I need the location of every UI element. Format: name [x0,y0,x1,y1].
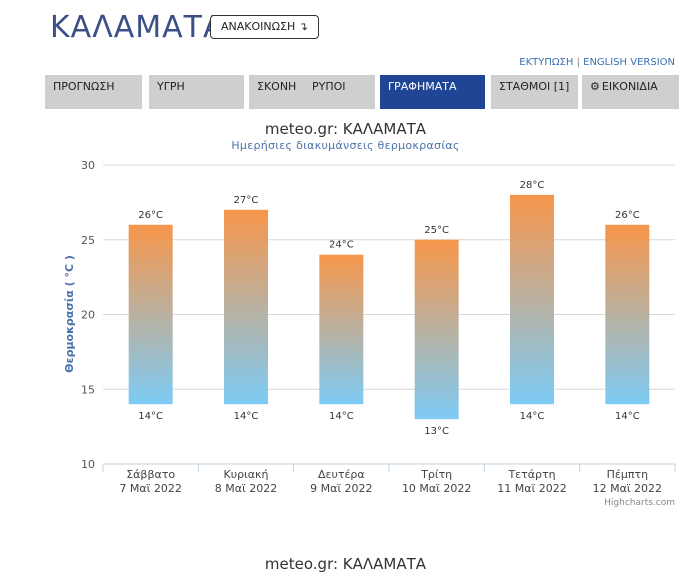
link-separator: | [576,57,580,68]
english-version-link[interactable]: ENGLISH VERSION [583,57,675,68]
tab-stations[interactable]: ΣΤΑΘΜΟΙ [1] [491,75,578,109]
y-tick-label: 30 [81,159,95,172]
y-tick-label: 10 [81,458,95,471]
tab-label: ΠΡΟΓΝΩΣΗ [53,80,115,93]
city-title: ΚΑΛΑΜΑΤΑ [50,10,225,45]
y-axis-label: Θερμοκρασία ( °C ) [63,255,76,373]
high-temp-label: 25°C [424,225,449,236]
tab-label: ΡΥΠΟΙ [312,80,346,93]
temperature-bar [605,224,650,405]
high-temp-label: 24°C [329,240,354,251]
announcement-button[interactable]: ΑΝΑΚΟΙΝΩΣΗ ↴ [210,15,319,39]
gear-icon: ⚙ [590,80,600,93]
y-tick-label: 20 [81,309,95,322]
high-temp-label: 28°C [520,180,545,191]
temperature-bar [128,224,173,405]
low-temp-label: 14°C [520,411,545,422]
x-tick-day-label: Τετάρτη [507,468,555,481]
x-tick-date-label: 11 Μαϊ 2022 [497,482,566,495]
x-tick-day-label: Σάββατο [126,468,175,481]
low-temp-label: 13°C [424,426,449,437]
x-tick-date-label: 12 Μαϊ 2022 [593,482,662,495]
low-temp-label: 14°C [329,411,354,422]
next-chart-title: meteo.gr: ΚΑΛΑΜΑΤΑ [264,555,427,573]
tab-label: ΥΓΡΗ [157,80,185,93]
y-tick-label: 25 [81,234,95,247]
tab-label: ΓΡΑΦΗΜΑΤΑ [388,80,457,93]
print-link[interactable]: ΕΚΤΥΠΩΣΗ [519,57,574,68]
x-tick-day-label: Κυριακή [224,468,269,481]
temperature-bar [414,239,459,420]
x-tick-day-label: Πέμπτη [607,468,648,481]
temperature-bar [224,209,268,405]
chart-subtitle: Ημερήσιες διακυμάνσεις θερμοκρασίας [231,139,460,152]
highcharts-credits[interactable]: Highcharts.com [604,498,675,508]
low-temp-label: 14°C [615,411,640,422]
chart-title: meteo.gr: ΚΑΛΑΜΑΤΑ [264,120,427,138]
tab-label: ΣΤΑΘΜΟΙ [1] [499,80,570,93]
tab-pollutants[interactable]: ΡΥΠΟΙ [304,75,375,109]
y-tick-label: 15 [81,383,95,396]
tab-icons[interactable]: ⚙ ΕΙΚΟΝΙΔΙΑ [582,75,679,109]
tab-label: ΕΙΚΟΝΙΔΙΑ [601,80,658,93]
tab-charts[interactable]: ΓΡΑΦΗΜΑΤΑ [380,75,485,109]
x-tick-day-label: Δευτέρα [318,468,365,481]
tab-humidity[interactable]: ΥΓΡΗ [149,75,244,109]
high-temp-label: 26°C [138,210,163,221]
tab-forecast[interactable]: ΠΡΟΓΝΩΣΗ [45,75,142,109]
x-tick-date-label: 10 Μαϊ 2022 [402,482,471,495]
temperature-bar [319,254,364,405]
top-links: ΕΚΤΥΠΩΣΗ | ENGLISH VERSION [519,57,675,68]
low-temp-label: 14°C [234,411,259,422]
x-tick-day-label: Τρίτη [420,468,452,481]
x-tick-date-label: 9 Μαϊ 2022 [310,482,372,495]
low-temp-label: 14°C [138,411,163,422]
x-tick-date-label: 7 Μαϊ 2022 [119,482,181,495]
high-temp-label: 26°C [615,210,640,221]
x-tick-date-label: 8 Μαϊ 2022 [215,482,277,495]
high-temp-label: 27°C [234,195,259,206]
temperature-bar [510,194,554,405]
tab-label: ΣΚΟΝΗ [257,80,297,93]
